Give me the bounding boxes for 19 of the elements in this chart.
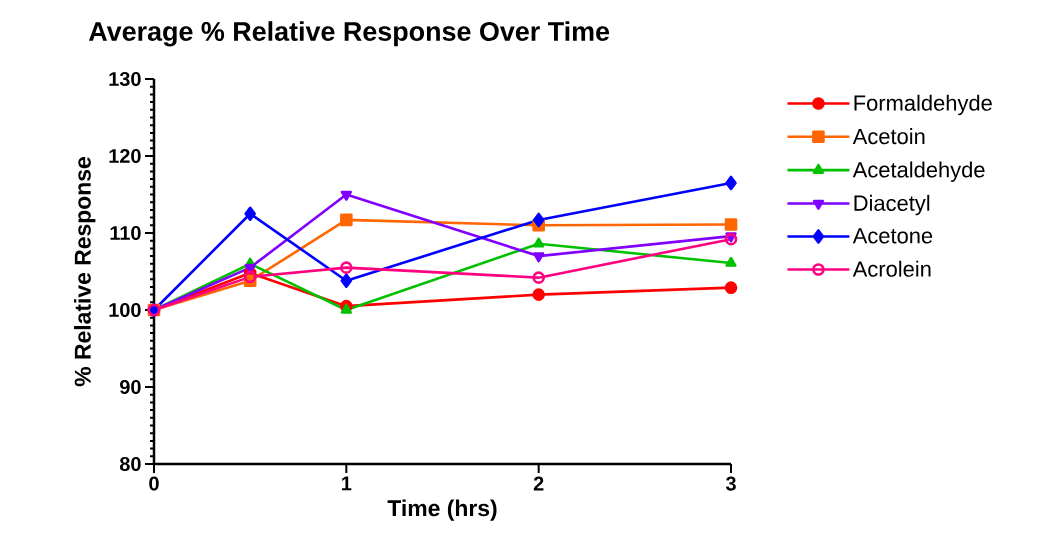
x-tick-label: 2 bbox=[533, 476, 544, 491]
y-axis-title: % Relative Response bbox=[74, 157, 96, 387]
x-tick-label: 0 bbox=[149, 476, 159, 491]
y-tick-label: 110 bbox=[110, 225, 141, 241]
y-tick-label: 130 bbox=[109, 71, 141, 87]
x-tick-label: 1 bbox=[342, 476, 352, 491]
y-tick-label: 120 bbox=[109, 148, 141, 164]
x-tick-label: 3 bbox=[725, 476, 736, 491]
y-tick-label: 80 bbox=[119, 456, 141, 472]
y-tick-label: 100 bbox=[109, 302, 141, 318]
legend-label: Acrolein bbox=[852, 260, 931, 277]
legend-label: Formaldehyde bbox=[854, 94, 992, 116]
chart-title: Average % Relative Response Over Time bbox=[88, 21, 610, 47]
legend-label: Acetone bbox=[852, 228, 933, 244]
legend-label: Acetoin bbox=[852, 128, 925, 145]
legend-label: Acetaldehyde bbox=[852, 161, 985, 182]
legend-label: Diacetyl bbox=[854, 194, 930, 216]
x-axis-title: Time (hrs) bbox=[387, 499, 497, 521]
y-tick-label: 90 bbox=[120, 379, 141, 395]
